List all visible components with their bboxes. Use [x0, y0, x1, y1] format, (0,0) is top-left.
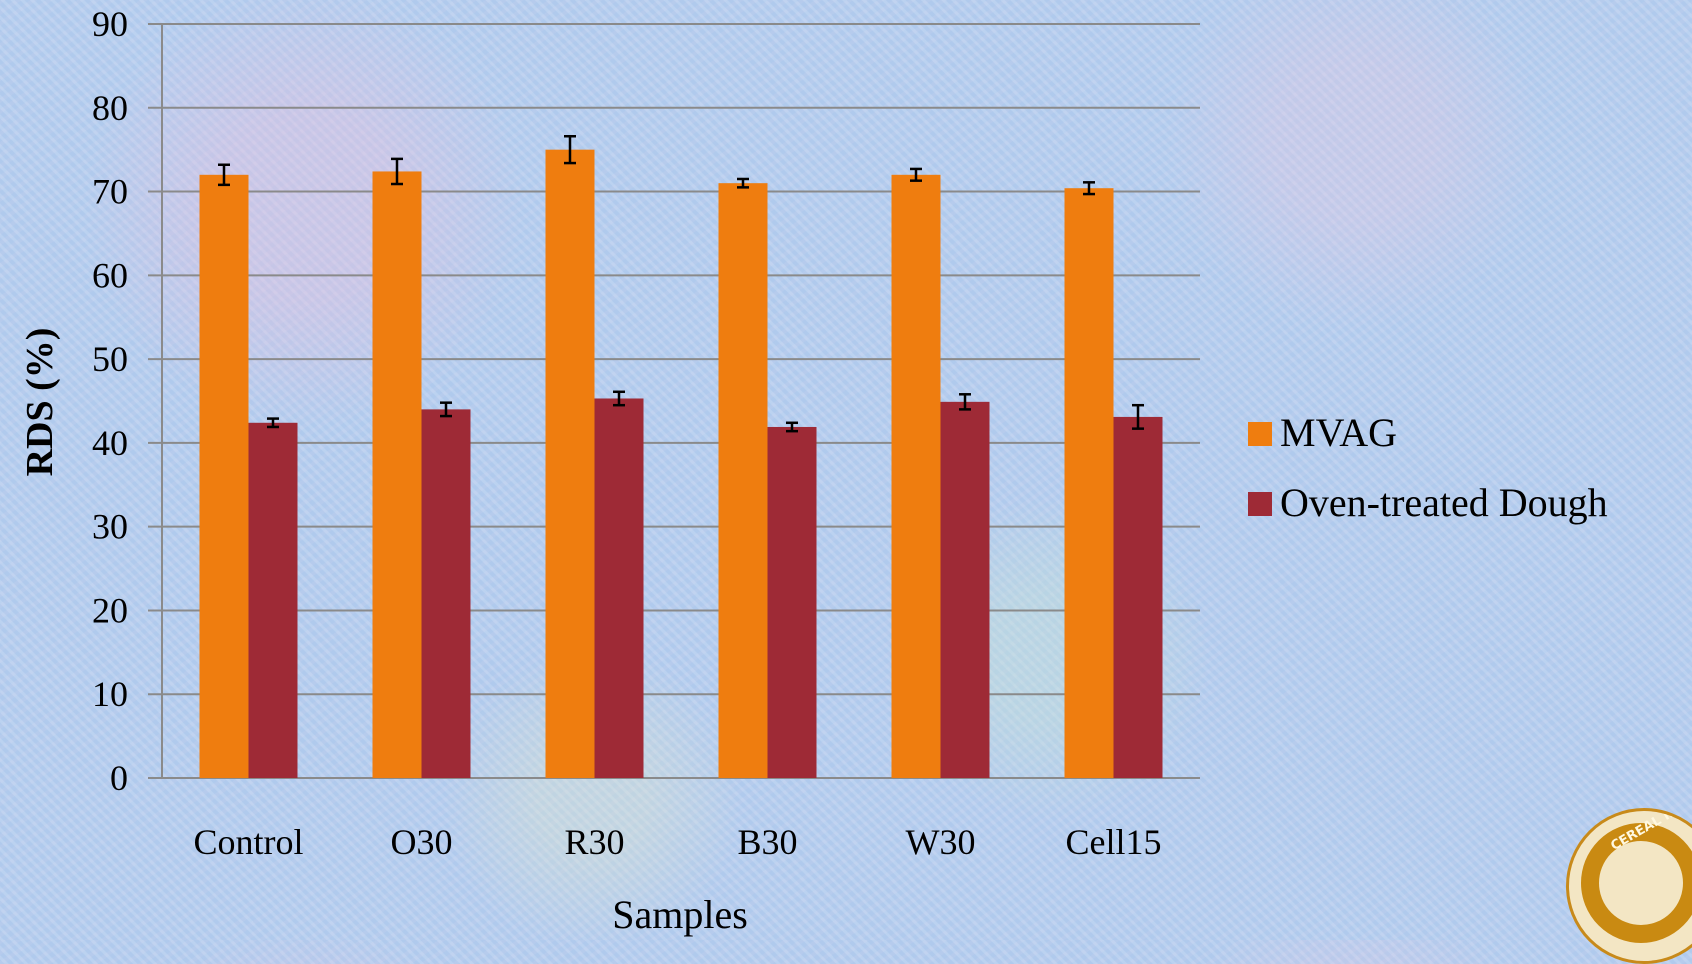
legend: MVAG Oven-treated Dough [1248, 410, 1608, 525]
error-bar-oven-treated-dough-b30 [786, 421, 798, 433]
x-tick-label-r30: R30 [564, 822, 624, 862]
bar-oven-treated-dough-cell15 [1113, 416, 1163, 778]
error-bar-mvag-control [218, 163, 230, 187]
legend-swatch-mvag [1248, 422, 1272, 446]
bars [199, 149, 1163, 779]
x-tick-label-o30: O30 [391, 822, 453, 862]
legend-label-oven-treated-dough: Oven-treated Dough [1280, 480, 1608, 525]
error-bar-mvag-o30 [391, 157, 403, 186]
error-bar-mvag-r30 [564, 135, 576, 165]
x-tick-label-b30: B30 [737, 822, 797, 862]
y-axis-title: RDS (%) [19, 328, 61, 477]
y-tick-label-40: 40 [92, 423, 128, 463]
y-tick-label-80: 80 [92, 88, 128, 128]
y-tick-label-90: 90 [92, 4, 128, 44]
bar-mvag-cell15 [1064, 188, 1114, 778]
error-bar-oven-treated-dough-r30 [613, 390, 625, 407]
bar-oven-treated-dough-o30 [421, 409, 471, 778]
y-tick-label-30: 30 [92, 507, 128, 547]
x-tick-label-cell15: Cell15 [1066, 822, 1162, 862]
error-bar-oven-treated-dough-control [267, 417, 279, 429]
bar-oven-treated-dough-w30 [940, 401, 990, 778]
bar-oven-treated-dough-r30 [594, 398, 644, 778]
error-bar-oven-treated-dough-o30 [440, 401, 452, 418]
bar-oven-treated-dough-control [248, 422, 298, 778]
legend-swatch-oven-treated-dough [1248, 492, 1272, 516]
error-bar-oven-treated-dough-w30 [959, 393, 971, 411]
bar-mvag-w30 [891, 174, 941, 779]
error-bar-mvag-w30 [910, 167, 922, 182]
y-tick-labels: 0 10 20 30 40 50 60 70 80 90 [92, 4, 128, 798]
bar-mvag-control [199, 174, 249, 779]
error-bar-mvag-b30 [737, 177, 749, 189]
gridlines [148, 23, 1200, 779]
legend-label-mvag: MVAG [1280, 410, 1397, 455]
x-axis-title: Samples [612, 892, 748, 937]
bar-mvag-b30 [718, 183, 768, 778]
bar-oven-treated-dough-b30 [767, 426, 817, 778]
y-tick-label-0: 0 [110, 758, 128, 798]
y-tick-label-60: 60 [92, 255, 128, 295]
x-tick-label-control: Control [193, 822, 303, 862]
y-tick-label-70: 70 [92, 172, 128, 212]
y-tick-label-10: 10 [92, 674, 128, 714]
bar-mvag-r30 [545, 149, 595, 778]
error-bar-oven-treated-dough-cell15 [1132, 403, 1144, 430]
x-tick-label-w30: W30 [906, 822, 976, 862]
y-tick-label-50: 50 [92, 339, 128, 379]
error-bars [218, 135, 1144, 433]
error-bar-mvag-cell15 [1083, 181, 1095, 196]
y-tick-label-20: 20 [92, 590, 128, 630]
x-tick-labels: Control O30 R30 B30 W30 Cell15 [193, 822, 1161, 862]
bar-mvag-o30 [372, 171, 422, 779]
